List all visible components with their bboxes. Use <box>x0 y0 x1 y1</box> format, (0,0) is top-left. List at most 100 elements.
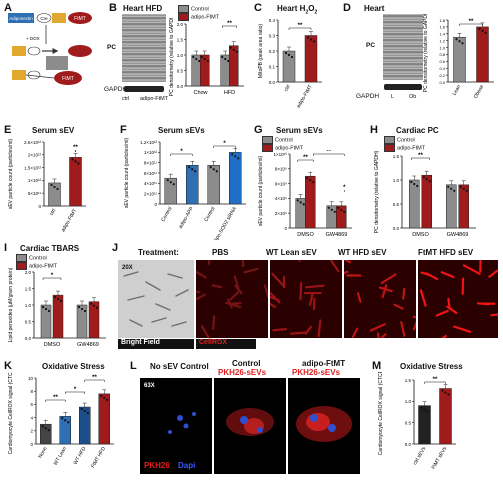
data-point <box>327 206 330 209</box>
legend-control-swatch <box>178 5 189 13</box>
y-tick-label: 1.0 <box>439 45 445 50</box>
sig-bracket <box>459 23 483 26</box>
sig-bracket <box>288 27 312 30</box>
bar <box>418 405 431 445</box>
y-tick-label: 0.3 <box>269 33 276 38</box>
sig-star: ** <box>303 155 308 161</box>
data-point <box>191 168 194 171</box>
y-tick-label: 0.0 <box>177 84 184 89</box>
data-point <box>426 410 429 413</box>
y-tick-label: 1.5 <box>25 286 32 291</box>
y-tick-label: 4×10⁹ <box>275 196 287 201</box>
y-tick-label: 0.5 <box>405 420 412 425</box>
panel-j-col-pbs: PBS <box>212 248 229 257</box>
panel-a-schematic: Adiponectin Cre FtMT + DOX FtMT <box>8 12 92 85</box>
ftmt-label-bottom: FtMT <box>62 76 74 82</box>
panel-j-letter: J <box>112 242 119 254</box>
panel-m-title: Oxidative Stress <box>400 362 463 371</box>
sig-bracket <box>222 25 237 28</box>
panel-h-legend: Control adipo-FtMT <box>384 136 425 152</box>
y-tick-label: 1.5 <box>177 37 184 42</box>
panel-j-cellrox-label: CellROX <box>196 339 256 349</box>
y-tick-label: 0.4 <box>269 18 276 23</box>
data-point <box>343 210 346 213</box>
panel-j-col-wt-hfd: WT HFD sEV <box>338 248 387 257</box>
data-point <box>77 305 81 309</box>
bar <box>40 423 52 445</box>
data-point <box>64 419 67 422</box>
panel-g-letter: G <box>254 124 263 136</box>
dox-label: + DOX <box>26 36 40 41</box>
data-point <box>290 55 294 59</box>
cre-node <box>36 13 52 23</box>
x-tick-label: adipo-FtMT <box>60 208 78 233</box>
sig-bracket <box>84 379 105 382</box>
data-point <box>410 180 413 184</box>
y-tick-label: 0.0 <box>393 226 400 231</box>
data-point <box>47 309 51 313</box>
adiponectin-label: Adiponectin <box>9 16 33 21</box>
panel-l-col3-sub: PKH26-sEVs <box>292 368 341 377</box>
y-tick-label: 4 <box>30 415 33 420</box>
panel-m-letter: M <box>372 360 382 372</box>
sig-bracket <box>213 145 236 148</box>
bar <box>52 294 64 339</box>
data-point <box>296 199 299 202</box>
y-axis-label: sEV particle count (particles/ml) <box>124 138 130 209</box>
data-point <box>458 40 461 43</box>
data-point <box>299 201 302 204</box>
y-tick-label: 0.4 <box>439 66 445 71</box>
data-point <box>203 57 206 61</box>
panel-i-letter: I <box>4 242 8 254</box>
panel-l-image-control <box>214 378 286 474</box>
data-point <box>71 158 74 161</box>
panel-d-gapdh-band <box>384 84 422 90</box>
data-point <box>428 180 431 183</box>
data-point <box>447 185 450 188</box>
panel-j-cellrox-pbs <box>196 260 268 338</box>
group-label: HFD <box>224 90 235 96</box>
data-point <box>74 160 77 163</box>
panel-c-letter: C <box>254 2 262 14</box>
y-tick-label: 1.2 <box>439 38 445 43</box>
x-tick-label: Obese <box>473 84 486 100</box>
bar <box>229 152 242 205</box>
data-point <box>227 59 230 63</box>
data-point <box>172 183 175 186</box>
data-point <box>50 183 53 187</box>
panel-j-brightfield-image: 20X <box>118 260 194 338</box>
y-axis-label: PC densitometry (relative to GAPDH) <box>169 18 175 96</box>
sig-star: * <box>343 185 346 191</box>
y-axis-label: Cardiomyocyte CellROX signal (CTCF) <box>378 372 384 455</box>
ftmt-node-top <box>68 12 92 24</box>
panel-e-letter: E <box>4 124 12 136</box>
y-tick-label: 1.6 <box>439 25 445 30</box>
data-point <box>86 411 89 415</box>
data-point <box>459 185 462 188</box>
data-point <box>212 168 215 171</box>
sig-star: ** <box>227 21 232 27</box>
data-point <box>450 187 453 190</box>
sig-bracket <box>313 153 345 156</box>
y-tick-label: 8×10¹¹ <box>144 160 158 165</box>
y-tick-label: 10 <box>28 376 34 381</box>
group-label: DMSO <box>412 232 429 238</box>
group-label: DMSO <box>297 232 314 238</box>
loxp-box <box>52 13 66 23</box>
panel-g-title: Serum sEVs <box>276 126 323 135</box>
sig-star: ** <box>53 395 58 401</box>
y-tick-label: 1.0 <box>177 53 184 58</box>
data-point <box>209 166 212 169</box>
bar <box>69 157 82 207</box>
panel-b-title: Heart HFD <box>123 4 163 13</box>
y-tick-label: 2×10¹¹ <box>144 191 158 196</box>
data-point <box>77 162 80 165</box>
adiponectin-box <box>8 13 34 23</box>
x-tick-label: Control <box>160 206 173 223</box>
group-label: GW4869 <box>326 232 348 238</box>
data-point <box>333 210 336 213</box>
panel-k-chart: 0 2 4 6 8 10 Cardiomyocyte CellROX signal (CTC… <box>8 372 114 469</box>
data-point <box>478 27 481 30</box>
y-tick-label: 0 <box>38 204 41 209</box>
y-tick-label: 1.8 <box>439 18 445 23</box>
